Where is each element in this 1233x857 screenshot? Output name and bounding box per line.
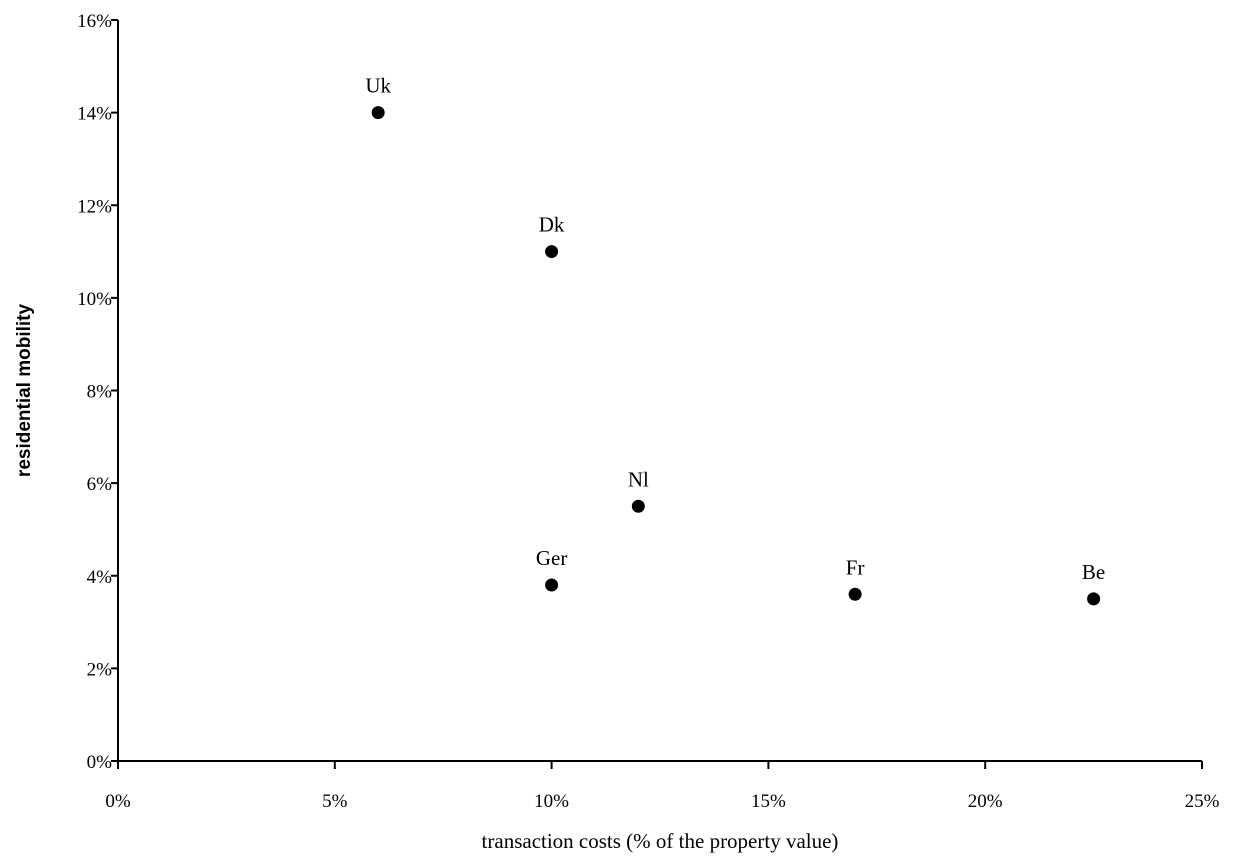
x-tick-label: 10% xyxy=(534,791,569,812)
y-tick-label: 14% xyxy=(77,104,112,125)
y-tick-label: 16% xyxy=(77,11,112,32)
y-tick-label: 6% xyxy=(87,474,113,495)
data-points: Uk Dk Nl Ger Fr Be xyxy=(365,74,1105,606)
y-axis-title: residential mobility xyxy=(14,303,35,477)
data-point-fr xyxy=(848,587,862,601)
data-point-label-dk: Dk xyxy=(539,213,565,237)
x-axis-title: transaction costs (% of the property val… xyxy=(482,829,839,853)
data-point-nl xyxy=(631,499,645,513)
data-point-uk xyxy=(371,106,385,120)
x-ticks: 0% 5% 10% 15% 20% 25% xyxy=(105,761,1220,812)
y-tick-label: 2% xyxy=(87,659,113,680)
data-point-ger xyxy=(545,578,559,592)
x-tick-label: 20% xyxy=(968,791,1003,812)
data-point-label-nl: Nl xyxy=(628,467,649,491)
x-tick-label: 25% xyxy=(1185,791,1220,812)
data-point-label-uk: Uk xyxy=(365,74,391,98)
y-tick-label: 4% xyxy=(87,567,113,588)
x-tick-label: 5% xyxy=(322,791,348,812)
data-point-label-ger: Ger xyxy=(536,546,567,570)
x-tick-label: 15% xyxy=(751,791,786,812)
data-point-dk xyxy=(545,245,559,259)
y-tick-label: 12% xyxy=(77,196,112,217)
data-point-be xyxy=(1087,592,1101,606)
y-tick-label: 10% xyxy=(77,289,112,310)
data-point-label-fr: Fr xyxy=(846,555,865,579)
data-point-label-be: Be xyxy=(1082,560,1105,584)
y-tick-label: 0% xyxy=(87,752,113,773)
x-tick-label: 0% xyxy=(105,791,131,812)
y-tick-label: 8% xyxy=(87,382,113,403)
y-ticks: 0% 2% 4% 6% 8% 10% 12% 14% 16% xyxy=(77,11,118,773)
